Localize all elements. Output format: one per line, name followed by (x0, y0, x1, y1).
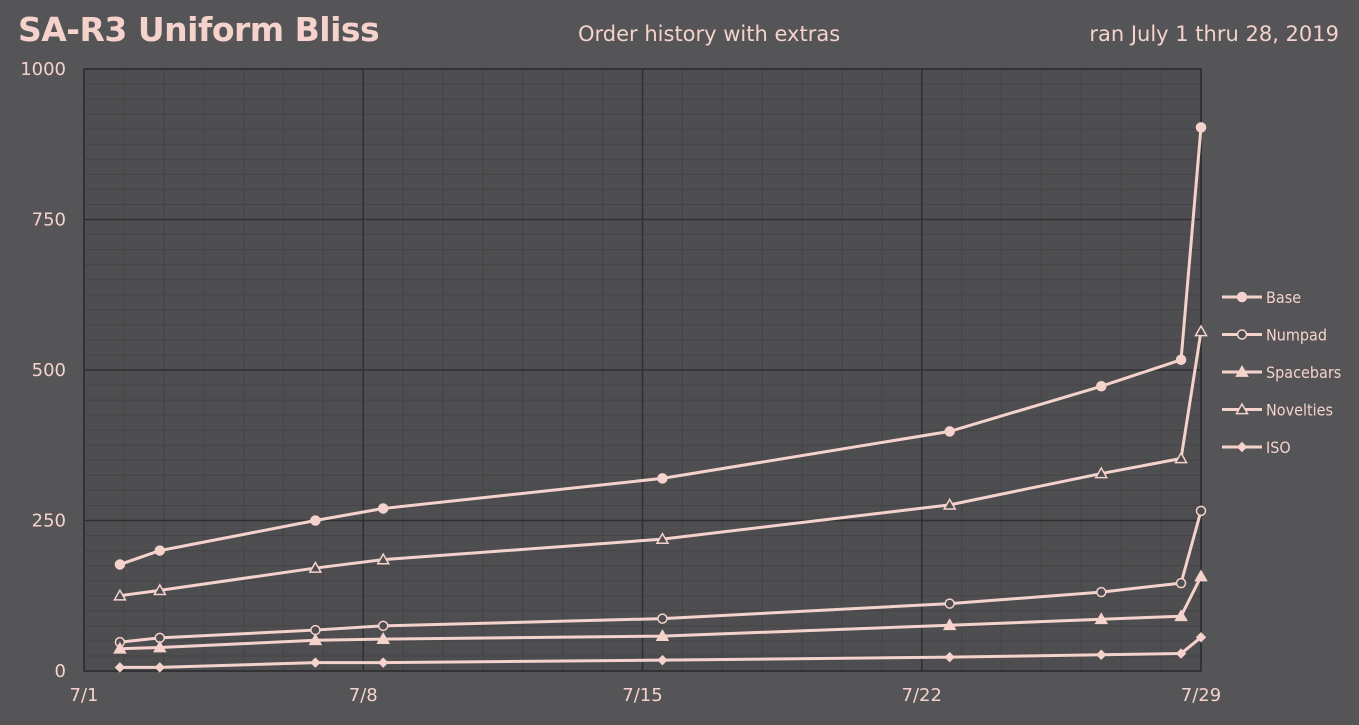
legend-marker-novelties (1235, 402, 1249, 415)
data-point-numpad (944, 598, 955, 609)
y-tick-label: 250 (32, 511, 66, 532)
date-range: ran July 1 thru 28, 2019 (1089, 22, 1339, 46)
legend-marker-base (1236, 291, 1248, 303)
data-point-novelties (942, 497, 957, 510)
data-point-spacebars (1174, 609, 1188, 622)
legend-label-novelties: Novelties (1266, 401, 1333, 420)
data-point-numpad (1175, 577, 1187, 589)
data-point-novelties (655, 532, 670, 545)
data-point-spacebars (1194, 569, 1208, 582)
x-tick-label: 7/8 (349, 685, 378, 706)
data-point-novelties (1094, 466, 1109, 479)
data-point-base (114, 559, 126, 570)
data-point-novelties (153, 583, 167, 596)
y-tick-label: 0 (55, 661, 66, 682)
data-point-spacebars (1094, 612, 1109, 625)
x-tick-label: 7/1 (70, 685, 99, 706)
data-point-novelties (308, 561, 323, 573)
data-point-spacebars (308, 633, 323, 646)
data-point-base (1175, 354, 1187, 366)
data-point-spacebars (153, 640, 167, 653)
data-point-iso (1175, 648, 1187, 659)
data-point-base (1195, 122, 1207, 133)
data-point-iso (944, 651, 955, 663)
plot-border (83, 68, 1202, 672)
y-tick-label: 500 (32, 360, 66, 381)
legend-marker-numpad (1236, 329, 1248, 340)
y-tick-label: 750 (32, 210, 66, 231)
data-point-novelties (113, 588, 127, 601)
data-point-iso (154, 662, 166, 673)
data-point-numpad (1195, 505, 1207, 517)
data-point-base (154, 545, 166, 556)
data-point-spacebars (113, 641, 127, 654)
legend-marker-spacebars (1235, 364, 1249, 377)
data-point-base (310, 515, 321, 526)
data-point-base (944, 426, 955, 437)
y-tick-label: 1000 (20, 59, 66, 80)
data-point-iso (1195, 632, 1207, 643)
x-tick-label: 7/29 (1181, 685, 1221, 706)
legend-label-spacebars: Spacebars (1266, 363, 1341, 382)
data-point-base (377, 503, 389, 514)
x-tick-label: 7/15 (622, 685, 662, 706)
data-point-novelties (376, 552, 390, 565)
data-point-spacebars (376, 632, 390, 644)
data-point-iso (657, 654, 668, 666)
data-point-base (1096, 381, 1107, 392)
data-point-iso (1096, 649, 1107, 660)
chart-subtitle: Order history with extras (578, 22, 841, 46)
data-point-novelties (1174, 451, 1188, 464)
data-point-spacebars (942, 618, 957, 631)
data-point-iso (114, 662, 126, 673)
data-point-base (657, 473, 668, 484)
data-point-novelties (1194, 324, 1208, 337)
data-point-numpad (657, 613, 668, 624)
data-point-numpad (310, 624, 321, 636)
data-point-spacebars (655, 629, 670, 641)
data-point-numpad (377, 620, 389, 632)
legend-label-iso: ISO (1266, 438, 1291, 457)
data-point-iso (310, 657, 321, 668)
legend-marker-iso (1236, 441, 1248, 453)
data-point-numpad (1096, 586, 1107, 598)
legend-label-base: Base (1266, 288, 1301, 307)
legend-label-numpad: Numpad (1266, 326, 1327, 345)
data-point-iso (377, 657, 389, 668)
x-tick-label: 7/22 (902, 685, 942, 706)
chart-title: SA-R3 Uniform Bliss (18, 10, 380, 49)
